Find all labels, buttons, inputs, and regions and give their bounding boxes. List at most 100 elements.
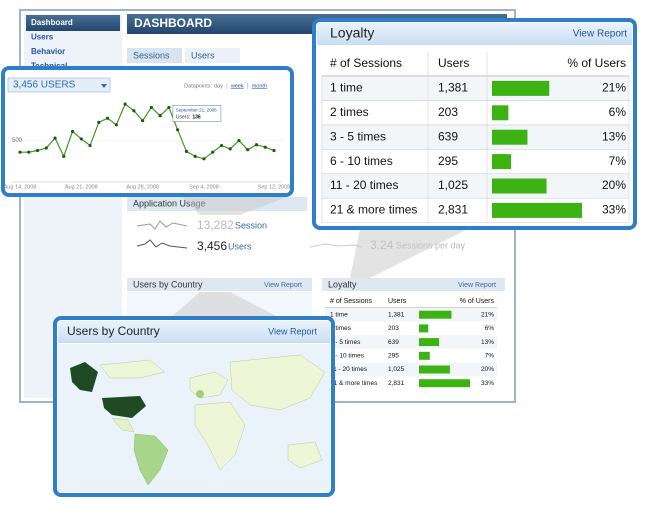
row-sessions: 11 - 20 times [330, 178, 398, 192]
country-south-america [133, 433, 169, 486]
country-africa [194, 401, 246, 471]
row-users: 1,025 [438, 178, 468, 192]
data-point [149, 105, 153, 110]
data-point [114, 123, 118, 127]
percent-bar [492, 80, 550, 96]
row-percent: 21% [602, 81, 626, 95]
tab-label[interactable]: Sessions [133, 50, 170, 60]
datapoints-label: Datapoints: [184, 83, 212, 89]
row-users: 2,831 [388, 380, 405, 387]
x-tick-label: Aug 21, 2008 [65, 184, 98, 190]
tab[interactable] [127, 48, 182, 63]
data-point [35, 148, 40, 153]
percent-bar [492, 105, 509, 121]
row-percent: 33% [602, 203, 626, 217]
data-point [132, 109, 136, 113]
row-users: 295 [438, 154, 458, 168]
view-report-link[interactable]: View Report [458, 282, 496, 289]
country-alaska [70, 362, 98, 392]
column-header: # of Sessions [330, 298, 373, 305]
column-header: % of Users [567, 56, 626, 70]
country-canada [99, 359, 166, 379]
callout-connector [180, 195, 292, 215]
row-sessions: 1 time [330, 311, 348, 318]
data-point [53, 136, 57, 140]
sidebar-selected [26, 15, 120, 31]
percent-bar [419, 338, 440, 347]
callout-connector [170, 292, 280, 318]
row-sessions: 21 & more times [330, 203, 417, 217]
data-point [44, 146, 48, 150]
percent-bar [419, 351, 430, 360]
row-percent: 33% [481, 380, 494, 387]
datapoints-option[interactable]: month [252, 83, 267, 89]
sidebar-item[interactable]: Dashboard [31, 18, 73, 27]
row-sessions: 3 - 5 times [330, 339, 361, 346]
chart-callout [1, 66, 294, 197]
row-bg [321, 124, 630, 150]
row-bg [321, 100, 630, 126]
metric-value: 13,282 [197, 218, 234, 232]
data-point [184, 149, 189, 153]
data-point [176, 128, 180, 132]
datapoints-option[interactable]: day [214, 83, 223, 89]
row-bg [325, 335, 497, 349]
x-tick-label: Aug 14, 2008 [4, 184, 37, 190]
row-percent: 21% [481, 311, 494, 318]
data-point [27, 150, 31, 154]
row-sessions: 2 times [330, 105, 369, 119]
tab[interactable] [185, 48, 240, 63]
data-point [202, 157, 206, 161]
data-point [254, 143, 259, 147]
data-point [70, 129, 75, 134]
sidebar-item[interactable]: Users [31, 33, 54, 42]
tooltip [172, 105, 222, 122]
data-point [158, 114, 162, 118]
row-sessions: 1 time [330, 81, 363, 95]
tab-label[interactable]: Users [191, 50, 215, 60]
metric-value: 3,456 [197, 239, 227, 253]
column-header: Users [438, 56, 469, 70]
percent-bar [419, 365, 450, 374]
row-bg [325, 362, 497, 377]
data-point [62, 154, 66, 158]
data-point [97, 120, 101, 124]
section-title: Application Usage [133, 198, 206, 208]
view-report-link[interactable]: View Report [268, 326, 317, 336]
dropdown-arrow[interactable] [101, 84, 107, 88]
row-percent: 13% [481, 339, 494, 346]
section-title: Users by Country [133, 279, 203, 289]
x-tick-label: Sep 12, 2008 [258, 184, 291, 190]
data-point [219, 143, 224, 148]
percent-bar [492, 178, 547, 194]
metric-label: Session [235, 220, 267, 230]
row-users: 1,025 [388, 366, 405, 373]
row-sessions: 3 - 5 times [330, 129, 386, 143]
view-report-link[interactable]: View Report [573, 29, 628, 40]
row-users: 295 [388, 353, 399, 360]
percent-bar [419, 310, 452, 319]
row-sessions: 11 - 20 times [330, 366, 368, 373]
row-users: 1,381 [438, 81, 468, 95]
y-tick-label: 500 [12, 138, 23, 144]
datapoints-option[interactable]: week [230, 83, 244, 89]
percent-bar [419, 379, 470, 388]
x-tick-label: Aug 28, 2008 [126, 184, 159, 190]
users-line [20, 103, 275, 160]
row-users: 2,831 [438, 203, 468, 217]
data-point [105, 116, 110, 120]
percent-bar [419, 324, 429, 333]
world-map [58, 344, 330, 492]
row-sessions: 6 - 10 times [330, 154, 393, 168]
percent-bar [492, 154, 512, 170]
x-tick-label: Sep 4, 2008 [189, 184, 219, 190]
data-point [272, 148, 276, 153]
chart-title-box[interactable] [7, 77, 111, 93]
view-report-link[interactable]: View Report [264, 282, 302, 289]
callout-title: Users by Country [67, 324, 160, 338]
tooltip-title: September 21, 2008 [176, 108, 217, 113]
row-sessions: 21 & more times [330, 380, 378, 387]
data-point [193, 154, 197, 158]
section-header [322, 278, 505, 291]
sidebar-item[interactable]: Behavior [31, 47, 65, 56]
